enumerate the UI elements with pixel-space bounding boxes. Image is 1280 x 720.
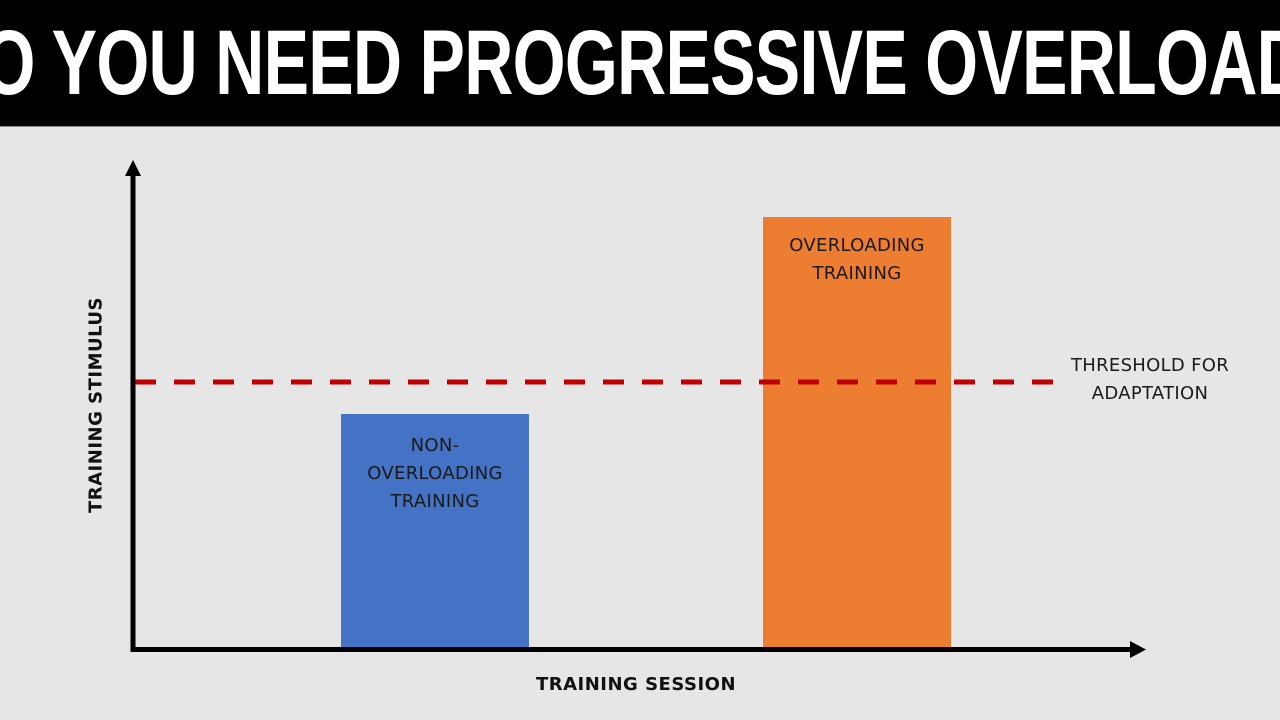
page-title: DO YOU NEED PROGRESSIVE OVERLOAD? (0, 12, 1280, 114)
bar-label-line: NON- (410, 435, 460, 456)
bar-label-non-overloading: NON- OVERLOADING TRAINING (341, 432, 529, 516)
x-axis-title: TRAINING SESSION (535, 674, 737, 695)
title-banner: DO YOU NEED PROGRESSIVE OVERLOAD? (0, 0, 1280, 127)
threshold-label: THRESHOLD FOR ADAPTATION (1050, 352, 1250, 408)
threshold-label-line: THRESHOLD FOR (1070, 355, 1230, 376)
bar-label-overloading: OVERLOADING TRAINING (763, 232, 951, 288)
threshold-label-line: ADAPTATION (1091, 383, 1209, 404)
bar-label-line: OVERLOADING (367, 463, 503, 484)
bar-non-overloading (341, 414, 529, 649)
y-axis-title-container: TRAINING STIMULUS (85, 296, 107, 514)
bar-label-line: TRAINING (812, 263, 902, 284)
x-axis-arrow-icon (1130, 641, 1146, 658)
y-axis-arrow-icon (125, 160, 141, 176)
bar-overloading (763, 217, 951, 649)
bar-label-line: TRAINING (390, 491, 480, 512)
y-axis-title: TRAINING STIMULUS (85, 296, 107, 514)
bar-label-line: OVERLOADING (789, 235, 925, 256)
